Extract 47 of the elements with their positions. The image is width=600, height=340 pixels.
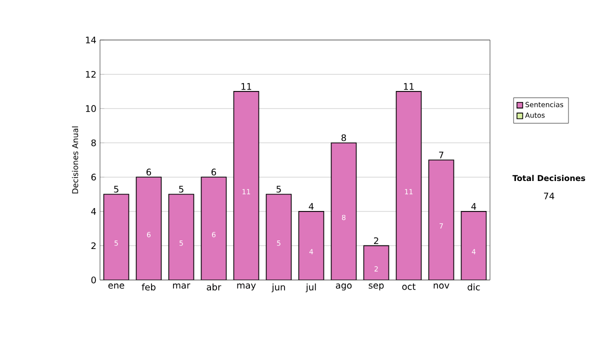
total-label: 4 <box>471 203 476 210</box>
x-tick-label: dic <box>468 284 480 290</box>
x-tick-label: nov <box>434 284 450 289</box>
x-tick-label: ago <box>336 284 352 290</box>
x-tick-label: mar <box>173 284 190 289</box>
x-tick-label: jul <box>306 284 316 292</box>
total-label: 7 <box>439 152 444 158</box>
bar <box>331 142 356 280</box>
bar <box>104 194 129 280</box>
bar <box>168 194 194 280</box>
x-tick-label: feb <box>142 284 156 290</box>
bar <box>266 194 292 280</box>
total-label: 5 <box>179 186 184 193</box>
total-label: 11 <box>242 83 252 90</box>
y-tick-label: 2 <box>91 242 96 250</box>
x-tick-label: jun <box>272 284 285 292</box>
y-axis-title: Decisiones Anual <box>72 126 78 194</box>
bar <box>136 177 162 280</box>
bar <box>201 177 226 280</box>
total-label: 5 <box>276 186 281 193</box>
text: Total Decisiones <box>512 174 586 182</box>
y-tick-label: 10 <box>86 105 96 112</box>
y-tick-label: 14 <box>86 36 96 44</box>
bar <box>298 211 324 280</box>
total-label: 11 <box>404 83 414 90</box>
x-tick-label: may <box>237 284 256 290</box>
y-tick-label: 4 <box>91 208 96 215</box>
x-tick-label: ene <box>108 284 124 289</box>
total-label: 5 <box>114 186 118 193</box>
total-label: 4 <box>308 203 314 210</box>
bar <box>460 211 487 280</box>
y-tick-label: 12 <box>86 70 96 78</box>
y-tick-label: 6 <box>91 174 96 181</box>
x-tick-label: sep <box>368 284 384 290</box>
y-tick-label: 0 <box>91 276 96 284</box>
total-label: 6 <box>146 168 152 176</box>
total-label: 2 <box>374 237 378 244</box>
total-label: 8 <box>342 134 346 142</box>
bar <box>396 91 422 280</box>
bar <box>364 246 389 280</box>
y-tick-label: 8 <box>91 139 96 146</box>
x-tick-label: oct <box>402 284 416 290</box>
total-label: 6 <box>212 168 216 176</box>
x-tick-label: abr <box>206 284 222 290</box>
bar <box>428 160 454 280</box>
text: 74 <box>544 192 554 200</box>
bar <box>234 91 259 280</box>
